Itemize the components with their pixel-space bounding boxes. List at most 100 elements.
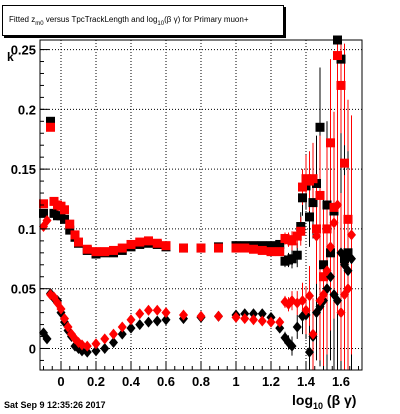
data-point-square	[298, 193, 307, 203]
data-point-diamond	[231, 311, 241, 323]
data-point-diamond	[336, 307, 346, 319]
data-point-diamond	[322, 265, 332, 277]
data-point-square	[65, 219, 75, 229]
data-point-diamond	[82, 340, 92, 352]
x-tick-label: 1.2	[262, 374, 280, 389]
data-point-diamond	[308, 328, 318, 340]
y-axis-label: k	[7, 50, 14, 64]
data-point-square	[326, 138, 335, 148]
data-point-diamond	[161, 307, 171, 319]
data-point-square	[329, 202, 339, 212]
data-point-square	[340, 158, 349, 168]
data-point-diamond	[161, 314, 171, 326]
data-point-square	[214, 243, 223, 253]
data-point-square	[315, 122, 325, 132]
data-point-square	[287, 254, 297, 264]
data-point-diamond	[329, 217, 339, 229]
x-tick-label: 0.2	[87, 374, 105, 389]
data-point-square	[109, 245, 118, 255]
data-point-diamond	[144, 304, 153, 316]
data-point-square	[249, 244, 258, 254]
data-point-square	[266, 247, 276, 257]
data-point-square	[152, 238, 162, 248]
data-point-diamond	[82, 346, 92, 358]
data-point-square	[312, 178, 321, 188]
data-point-square	[308, 174, 318, 184]
data-point-square	[196, 243, 206, 253]
data-point-square	[82, 244, 92, 254]
data-point-square	[144, 236, 153, 246]
data-point-square	[39, 199, 48, 209]
data-point-square	[39, 208, 48, 218]
data-point-diamond	[333, 199, 342, 211]
data-point-diamond	[135, 319, 145, 331]
y-tick-label: 0.05	[11, 282, 36, 297]
data-point-diamond	[117, 328, 127, 340]
data-point-diamond	[312, 230, 321, 242]
y-tick-label: 0.25	[11, 43, 36, 58]
data-point-square	[315, 190, 325, 200]
data-point-diamond	[301, 304, 311, 316]
data-point-diamond	[60, 313, 69, 325]
x-axis-label: log10 (β γ)	[292, 392, 357, 411]
data-point-diamond	[305, 346, 314, 358]
y-tick-label: 0.1	[18, 222, 36, 237]
x-tick-label: 0.8	[192, 374, 210, 389]
data-point-diamond	[249, 314, 258, 326]
data-point-square	[287, 236, 297, 246]
data-point-square	[296, 222, 306, 232]
data-point-square	[275, 247, 285, 257]
data-point-diamond	[42, 215, 52, 227]
data-point-diamond	[126, 314, 136, 326]
data-point-square	[46, 116, 55, 126]
data-markers	[39, 35, 356, 358]
data-point-diamond	[249, 308, 258, 320]
data-point-square	[161, 241, 171, 251]
x-tick-label: 0.6	[157, 374, 175, 389]
data-point-diamond	[109, 337, 118, 348]
datestamp: Sat Sep 9 12:35:26 2017	[4, 400, 106, 410]
data-point-diamond	[144, 316, 153, 328]
data-point-diamond	[56, 303, 66, 315]
data-point-diamond	[91, 338, 101, 350]
data-point-diamond	[287, 340, 297, 352]
data-point-diamond	[42, 333, 52, 345]
data-point-square	[322, 224, 332, 234]
data-point-square	[292, 231, 302, 241]
data-point-diamond	[333, 295, 342, 307]
data-point-diamond	[343, 265, 353, 277]
data-point-diamond	[152, 315, 162, 327]
data-point-square	[100, 247, 110, 257]
data-point-square	[70, 230, 80, 240]
data-point-square	[322, 200, 332, 210]
chart-title: Fitted zm0 versus TpcTrackLength and log…	[9, 15, 249, 27]
data-point-diamond	[326, 241, 335, 253]
data-point-square	[231, 243, 241, 253]
data-point-diamond	[100, 342, 110, 354]
data-point-diamond	[179, 309, 188, 321]
data-point-square	[312, 224, 321, 234]
data-point-square	[266, 241, 276, 251]
data-point-diamond	[214, 310, 223, 322]
data-point-square	[333, 51, 342, 61]
data-point-square	[326, 248, 335, 258]
data-point-diamond	[292, 321, 302, 333]
data-point-square	[60, 205, 69, 215]
data-point-diamond	[196, 310, 206, 322]
data-point-square	[91, 247, 101, 257]
data-point-diamond	[240, 313, 250, 325]
data-point-square	[298, 182, 307, 192]
x-tick-label: 1	[232, 374, 239, 389]
data-point-square	[336, 80, 346, 90]
data-point-diamond	[100, 333, 110, 345]
data-point-diamond	[319, 289, 328, 301]
data-point-diamond	[126, 322, 136, 334]
data-point-diamond	[336, 247, 346, 259]
data-point-square	[257, 241, 267, 251]
x-tick-label: 0	[57, 374, 64, 389]
data-point-square	[343, 248, 353, 258]
data-point-square	[179, 243, 188, 253]
data-point-square	[65, 225, 75, 235]
data-point-diamond	[257, 315, 267, 327]
